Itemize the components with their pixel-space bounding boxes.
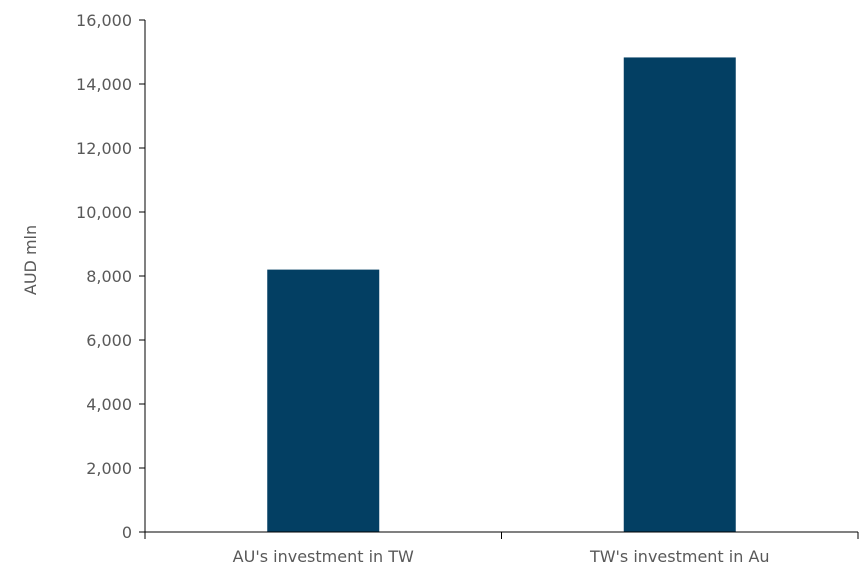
y-axis-title: AUD mln bbox=[21, 225, 40, 295]
y-tick-label: 2,000 bbox=[86, 459, 132, 478]
x-axis-ticks: AU's investment in TW TW's investment in … bbox=[144, 532, 859, 566]
y-tick-label: 8,000 bbox=[86, 267, 132, 286]
x-tick-label: TW's investment in Au bbox=[589, 547, 770, 566]
bar bbox=[267, 269, 380, 532]
y-axis-ticks: 0 2,000 4,000 6,000 8,000 10,000 12,000 14,000 1… bbox=[76, 11, 145, 542]
y-tick-label: 14,000 bbox=[76, 75, 132, 94]
bar bbox=[623, 57, 736, 532]
y-tick-label: 16,000 bbox=[76, 11, 132, 30]
y-tick-label: 6,000 bbox=[86, 331, 132, 350]
bars-group bbox=[267, 57, 736, 532]
axes-group bbox=[139, 20, 858, 533]
y-tick-label: 0 bbox=[122, 523, 132, 542]
y-tick-label: 10,000 bbox=[76, 203, 132, 222]
x-tick-label: AU's investment in TW bbox=[233, 547, 414, 566]
y-axis-title-group: AUD mln bbox=[21, 225, 40, 295]
y-tick-label: 4,000 bbox=[86, 395, 132, 414]
y-tick-label: 12,000 bbox=[76, 139, 132, 158]
